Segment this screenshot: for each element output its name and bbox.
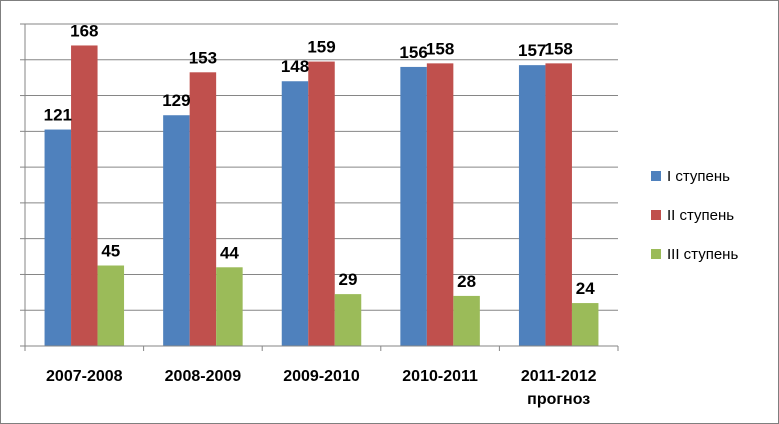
category-label: 2010-2011 bbox=[402, 368, 478, 385]
legend-label: II ступень bbox=[667, 207, 734, 224]
data-label: 159 bbox=[307, 38, 335, 57]
data-label: 168 bbox=[70, 21, 98, 40]
data-label: 29 bbox=[339, 270, 358, 289]
data-label: 28 bbox=[457, 272, 476, 291]
bar-2-2010-2011 bbox=[426, 63, 454, 346]
category-label: 2007-2008 bbox=[46, 368, 123, 385]
legend-swatch bbox=[651, 171, 661, 181]
legend-label: I ступень bbox=[667, 168, 730, 185]
bar-1-2007-2008 bbox=[44, 129, 72, 346]
bar-3-2007-2008 bbox=[97, 265, 125, 346]
data-label: 121 bbox=[44, 106, 72, 125]
bar-3-2009-2010 bbox=[334, 294, 362, 346]
data-labels: 121 129 148 156 157 168 153 159 158 158 45 44 29 28 24 bbox=[44, 21, 596, 298]
bar-1-2010-2011 bbox=[400, 66, 427, 346]
bar-2-2011-2012 bbox=[545, 63, 572, 346]
data-label: 44 bbox=[220, 243, 239, 262]
category-sublabel: прогноз bbox=[527, 391, 590, 408]
bar-2-2009-2010 bbox=[308, 61, 335, 347]
axes bbox=[20, 23, 619, 351]
legend-swatch bbox=[651, 210, 661, 220]
category-label: 2009-2010 bbox=[283, 368, 360, 385]
bar-1-2009-2010 bbox=[281, 81, 309, 346]
data-label: 45 bbox=[101, 242, 120, 261]
bar-1-2008-2009 bbox=[163, 115, 190, 346]
bar-2-2007-2008 bbox=[71, 45, 98, 346]
data-label: 153 bbox=[189, 48, 217, 67]
data-label: 158 bbox=[426, 39, 454, 58]
category-labels: 2007-2008 2008-2009 2009-2010 2010-2011 2011… bbox=[46, 368, 597, 408]
category-label: 2011-2012 bbox=[521, 368, 597, 385]
data-label: 148 bbox=[281, 57, 309, 76]
data-label: 24 bbox=[576, 279, 595, 298]
data-label: 157 bbox=[518, 41, 546, 60]
data-label: 129 bbox=[162, 91, 190, 110]
legend-label: III ступень bbox=[667, 246, 738, 263]
bar-2-2008-2009 bbox=[189, 72, 217, 347]
bar-1-2011-2012 bbox=[518, 65, 546, 347]
category-label: 2008-2009 bbox=[165, 368, 242, 385]
data-label: 158 bbox=[545, 39, 573, 58]
bar-3-2010-2011 bbox=[453, 295, 480, 346]
legend: I ступень II ступень III ступень bbox=[651, 168, 738, 263]
bar-3-2008-2009 bbox=[216, 267, 243, 346]
legend-swatch bbox=[651, 249, 661, 259]
bar-3-2011-2012 bbox=[571, 303, 599, 346]
data-label: 156 bbox=[399, 43, 427, 62]
bars bbox=[44, 45, 599, 347]
